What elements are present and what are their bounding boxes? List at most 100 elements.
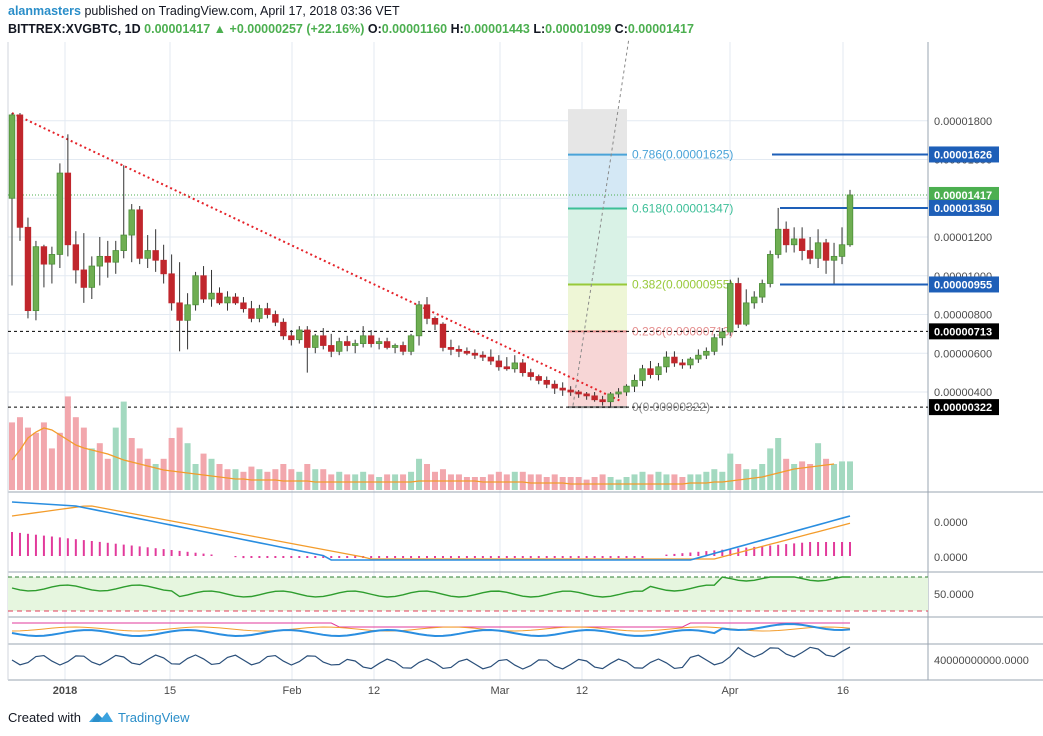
candle-body[interactable] — [639, 368, 646, 381]
candle-body[interactable] — [224, 296, 231, 304]
candle-body[interactable] — [471, 352, 479, 356]
candle-body[interactable] — [256, 308, 263, 319]
candle-body[interactable] — [567, 389, 574, 393]
candle-body[interactable] — [40, 246, 48, 265]
candle-body[interactable] — [487, 356, 495, 362]
candle-body[interactable] — [88, 265, 96, 288]
candle-body[interactable] — [391, 345, 399, 348]
candle-body[interactable] — [200, 275, 207, 300]
candle-body[interactable] — [623, 385, 630, 393]
candle-body[interactable] — [455, 348, 463, 352]
candle-body[interactable] — [543, 379, 550, 385]
candle-body[interactable] — [846, 194, 854, 246]
candle-body[interactable] — [519, 362, 526, 374]
candle-body[interactable] — [559, 387, 566, 391]
candle-body[interactable] — [351, 343, 359, 346]
candle-body[interactable] — [703, 350, 710, 356]
candle-body[interactable] — [320, 335, 327, 346]
candle-body[interactable] — [208, 292, 215, 300]
candle-body[interactable] — [838, 244, 846, 257]
candle-body[interactable] — [312, 335, 319, 348]
candle-body[interactable] — [711, 337, 718, 352]
candle-body[interactable] — [16, 114, 24, 228]
candle-body[interactable] — [216, 292, 223, 304]
candle-body[interactable] — [774, 228, 782, 255]
candle-body[interactable] — [615, 391, 622, 395]
candle-body[interactable] — [80, 269, 88, 288]
candle-body[interactable] — [192, 275, 199, 306]
candle-body[interactable] — [112, 250, 119, 263]
candle-body[interactable] — [759, 283, 766, 298]
candle-body[interactable] — [399, 345, 407, 352]
candle-body[interactable] — [375, 341, 383, 344]
candle-body[interactable] — [766, 254, 774, 284]
candle-body[interactable] — [663, 356, 670, 368]
candle-body[interactable] — [535, 376, 542, 381]
candle-body[interactable] — [719, 331, 726, 339]
candle-body[interactable] — [655, 366, 662, 375]
candle-body[interactable] — [599, 399, 606, 403]
candle-body[interactable] — [152, 250, 159, 261]
candle-body[interactable] — [367, 335, 375, 344]
candle-body[interactable] — [735, 283, 742, 325]
candle-body[interactable] — [72, 244, 80, 271]
candle-body[interactable] — [479, 354, 487, 358]
candle-body[interactable] — [296, 329, 303, 341]
candle-body[interactable] — [8, 114, 16, 199]
chart-area[interactable]: 0.000018000.000016000.000014000.00001200… — [0, 38, 1043, 700]
candle-body[interactable] — [591, 395, 598, 401]
candle-body[interactable] — [56, 172, 64, 255]
candle-body[interactable] — [631, 379, 638, 387]
candle-body[interactable] — [176, 302, 183, 321]
candle-body[interactable] — [439, 323, 447, 348]
candle-body[interactable] — [136, 209, 143, 259]
author-link[interactable]: alanmasters — [8, 4, 81, 18]
candle-body[interactable] — [144, 250, 151, 259]
candle-body[interactable] — [328, 345, 335, 352]
candle-body[interactable] — [822, 242, 830, 261]
candle-body[interactable] — [160, 259, 167, 275]
candle-body[interactable] — [264, 308, 271, 315]
candle-body[interactable] — [64, 172, 72, 246]
candle-body[interactable] — [24, 226, 32, 312]
candle-body[interactable] — [232, 296, 239, 304]
candle-body[interactable] — [280, 321, 287, 337]
candle-body[interactable] — [104, 255, 111, 263]
candle-body[interactable] — [806, 250, 814, 259]
candle-body[interactable] — [782, 228, 790, 246]
candle-body[interactable] — [814, 242, 822, 259]
candle-body[interactable] — [343, 341, 351, 346]
candle-body[interactable] — [48, 254, 56, 265]
candle-body[interactable] — [447, 347, 455, 350]
candle-body[interactable] — [383, 341, 391, 348]
candle-body[interactable] — [727, 283, 734, 333]
candle-body[interactable] — [463, 350, 471, 354]
candle-body[interactable] — [495, 360, 503, 368]
candle-body[interactable] — [687, 358, 694, 366]
candle-body[interactable] — [272, 314, 279, 323]
candle-body[interactable] — [575, 391, 582, 395]
candle-body[interactable] — [423, 304, 431, 319]
candle-body[interactable] — [830, 255, 838, 261]
candle-body[interactable] — [32, 246, 40, 312]
candle-body[interactable] — [798, 238, 806, 251]
candle-body[interactable] — [96, 255, 103, 267]
candle-body[interactable] — [407, 335, 415, 352]
candle-body[interactable] — [743, 302, 750, 325]
candle-body[interactable] — [304, 329, 311, 348]
candle-body[interactable] — [184, 304, 191, 321]
candle-body[interactable] — [336, 341, 343, 352]
candle-body[interactable] — [527, 372, 534, 377]
candle-body[interactable] — [128, 209, 135, 236]
candle-body[interactable] — [671, 356, 678, 364]
tradingview-link[interactable]: TradingView — [118, 710, 190, 725]
candle-body[interactable] — [647, 368, 654, 375]
candle-body[interactable] — [511, 362, 518, 370]
candle-body[interactable] — [415, 304, 423, 337]
candle-body[interactable] — [551, 383, 558, 389]
candle-body[interactable] — [503, 366, 511, 370]
candle-body[interactable] — [751, 296, 758, 304]
candle-body[interactable] — [607, 393, 614, 403]
candle-body[interactable] — [240, 302, 247, 310]
candle-body[interactable] — [288, 335, 295, 341]
